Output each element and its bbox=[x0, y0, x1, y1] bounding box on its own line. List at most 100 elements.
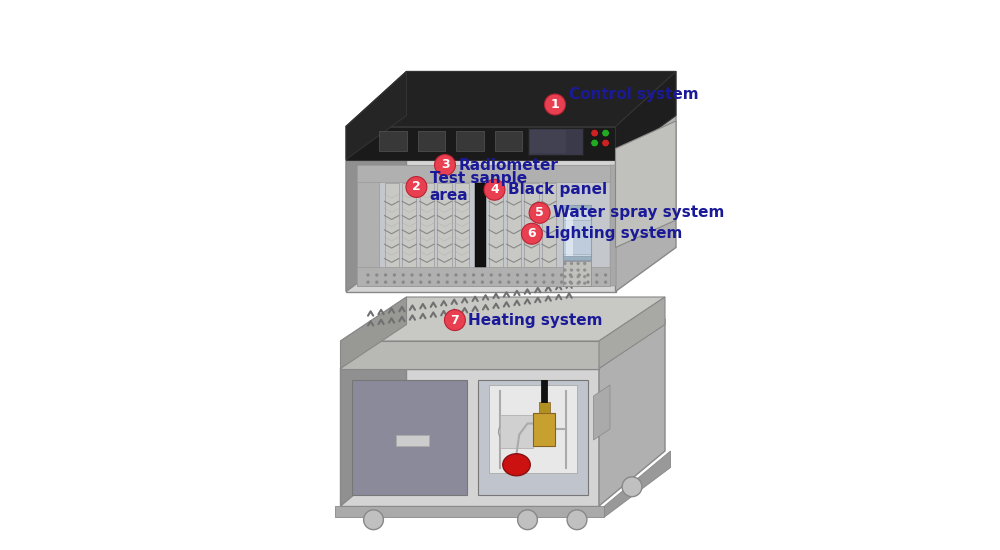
Ellipse shape bbox=[499, 419, 534, 444]
Polygon shape bbox=[384, 183, 399, 267]
Polygon shape bbox=[541, 379, 547, 401]
Circle shape bbox=[446, 280, 449, 284]
Circle shape bbox=[419, 273, 422, 277]
Circle shape bbox=[563, 275, 567, 278]
Circle shape bbox=[604, 273, 607, 277]
Polygon shape bbox=[594, 385, 610, 440]
Polygon shape bbox=[357, 267, 610, 286]
Circle shape bbox=[375, 273, 378, 277]
Polygon shape bbox=[475, 183, 486, 267]
Polygon shape bbox=[563, 220, 591, 254]
Polygon shape bbox=[357, 165, 610, 182]
Circle shape bbox=[602, 139, 609, 147]
Polygon shape bbox=[420, 183, 434, 267]
Circle shape bbox=[525, 273, 528, 277]
Text: Heating system: Heating system bbox=[468, 312, 603, 328]
Polygon shape bbox=[563, 256, 591, 260]
Circle shape bbox=[437, 273, 440, 277]
Polygon shape bbox=[616, 121, 676, 248]
Polygon shape bbox=[610, 165, 616, 286]
Polygon shape bbox=[396, 434, 428, 446]
Circle shape bbox=[586, 273, 590, 277]
Circle shape bbox=[518, 510, 537, 530]
Circle shape bbox=[560, 280, 563, 284]
Polygon shape bbox=[530, 130, 566, 153]
Polygon shape bbox=[507, 183, 521, 267]
Circle shape bbox=[570, 275, 573, 278]
Text: 7: 7 bbox=[451, 314, 459, 327]
Polygon shape bbox=[616, 72, 676, 160]
Circle shape bbox=[472, 273, 475, 277]
Polygon shape bbox=[340, 341, 599, 368]
Circle shape bbox=[516, 280, 519, 284]
Circle shape bbox=[393, 280, 396, 284]
Circle shape bbox=[435, 155, 455, 175]
Polygon shape bbox=[599, 297, 665, 368]
Polygon shape bbox=[346, 126, 616, 160]
Circle shape bbox=[428, 273, 431, 277]
Polygon shape bbox=[402, 183, 416, 267]
Polygon shape bbox=[437, 183, 452, 267]
Circle shape bbox=[604, 280, 607, 284]
Circle shape bbox=[576, 275, 580, 278]
Polygon shape bbox=[563, 205, 591, 260]
Circle shape bbox=[490, 273, 493, 277]
Circle shape bbox=[576, 262, 580, 265]
Circle shape bbox=[364, 510, 383, 530]
Text: Radiometer: Radiometer bbox=[458, 157, 558, 173]
Circle shape bbox=[542, 280, 546, 284]
Circle shape bbox=[569, 280, 572, 284]
Polygon shape bbox=[357, 165, 610, 286]
Polygon shape bbox=[455, 183, 469, 267]
Circle shape bbox=[481, 280, 484, 284]
Text: Control system: Control system bbox=[569, 87, 698, 102]
Circle shape bbox=[463, 273, 466, 277]
Circle shape bbox=[410, 273, 414, 277]
Polygon shape bbox=[616, 72, 676, 292]
Circle shape bbox=[366, 280, 370, 284]
Polygon shape bbox=[456, 131, 484, 151]
Circle shape bbox=[583, 262, 586, 265]
Circle shape bbox=[578, 280, 581, 284]
Circle shape bbox=[578, 273, 581, 277]
Polygon shape bbox=[599, 319, 665, 506]
Circle shape bbox=[437, 280, 440, 284]
Circle shape bbox=[586, 280, 590, 284]
Circle shape bbox=[595, 280, 598, 284]
Circle shape bbox=[542, 273, 546, 277]
Text: 4: 4 bbox=[490, 183, 499, 196]
Circle shape bbox=[591, 139, 598, 147]
Polygon shape bbox=[538, 402, 550, 412]
Circle shape bbox=[595, 273, 598, 277]
Circle shape bbox=[567, 510, 587, 530]
Text: Black panel: Black panel bbox=[508, 182, 607, 197]
Polygon shape bbox=[340, 319, 665, 369]
Circle shape bbox=[402, 280, 405, 284]
Polygon shape bbox=[500, 415, 533, 448]
Circle shape bbox=[481, 273, 484, 277]
Circle shape bbox=[576, 282, 580, 285]
Circle shape bbox=[529, 202, 550, 223]
Circle shape bbox=[419, 280, 422, 284]
Polygon shape bbox=[346, 72, 406, 160]
Text: 6: 6 bbox=[528, 227, 536, 240]
Circle shape bbox=[583, 275, 586, 278]
Circle shape bbox=[551, 280, 554, 284]
Text: 5: 5 bbox=[535, 206, 544, 219]
Polygon shape bbox=[563, 205, 591, 209]
Circle shape bbox=[534, 280, 537, 284]
Circle shape bbox=[498, 273, 502, 277]
Circle shape bbox=[602, 129, 609, 137]
Circle shape bbox=[576, 268, 580, 272]
Circle shape bbox=[570, 282, 573, 285]
Circle shape bbox=[525, 280, 528, 284]
Circle shape bbox=[410, 280, 414, 284]
Polygon shape bbox=[566, 205, 573, 260]
Polygon shape bbox=[494, 131, 522, 151]
Circle shape bbox=[406, 177, 427, 197]
Polygon shape bbox=[346, 72, 406, 292]
Polygon shape bbox=[563, 261, 591, 286]
Circle shape bbox=[366, 273, 370, 277]
Ellipse shape bbox=[503, 454, 530, 476]
Polygon shape bbox=[340, 297, 665, 341]
